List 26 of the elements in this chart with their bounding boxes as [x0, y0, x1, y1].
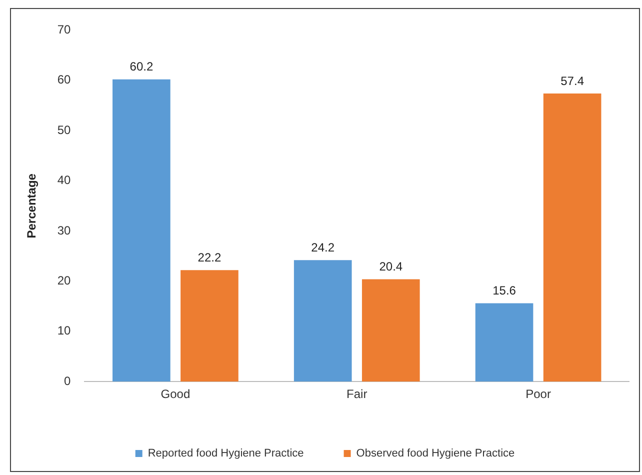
y-tick-label: 60 — [57, 72, 72, 87]
y-tick-label: 0 — [64, 374, 72, 388]
bar — [294, 260, 352, 382]
y-tick-label: 40 — [57, 173, 72, 188]
y-axis-title: Percentage — [24, 173, 39, 238]
bar — [112, 79, 170, 382]
data-label: 24.2 — [311, 240, 335, 254]
data-label: 22.2 — [198, 250, 222, 264]
data-label: 20.4 — [379, 260, 403, 274]
x-tick-label: Good — [160, 387, 190, 402]
legend-label: Reported food Hygiene Practice — [148, 448, 304, 460]
y-tick-label: 20 — [57, 274, 72, 288]
y-tick-label: 10 — [57, 324, 72, 338]
data-label: 57.4 — [560, 74, 584, 88]
x-tick-label: Poor — [526, 387, 551, 402]
bar — [475, 303, 534, 382]
data-label: 15.6 — [492, 284, 516, 298]
data-label: 60.2 — [130, 60, 154, 74]
legend-label: Observed food Hygiene Practice — [356, 448, 515, 460]
bar — [543, 93, 602, 382]
y-tick-label: 70 — [57, 22, 72, 37]
bar — [362, 279, 420, 382]
bar — [180, 270, 238, 382]
y-tick-label: 50 — [57, 122, 72, 137]
x-tick-label: Fair — [346, 387, 368, 402]
y-tick-label: 30 — [57, 223, 72, 238]
